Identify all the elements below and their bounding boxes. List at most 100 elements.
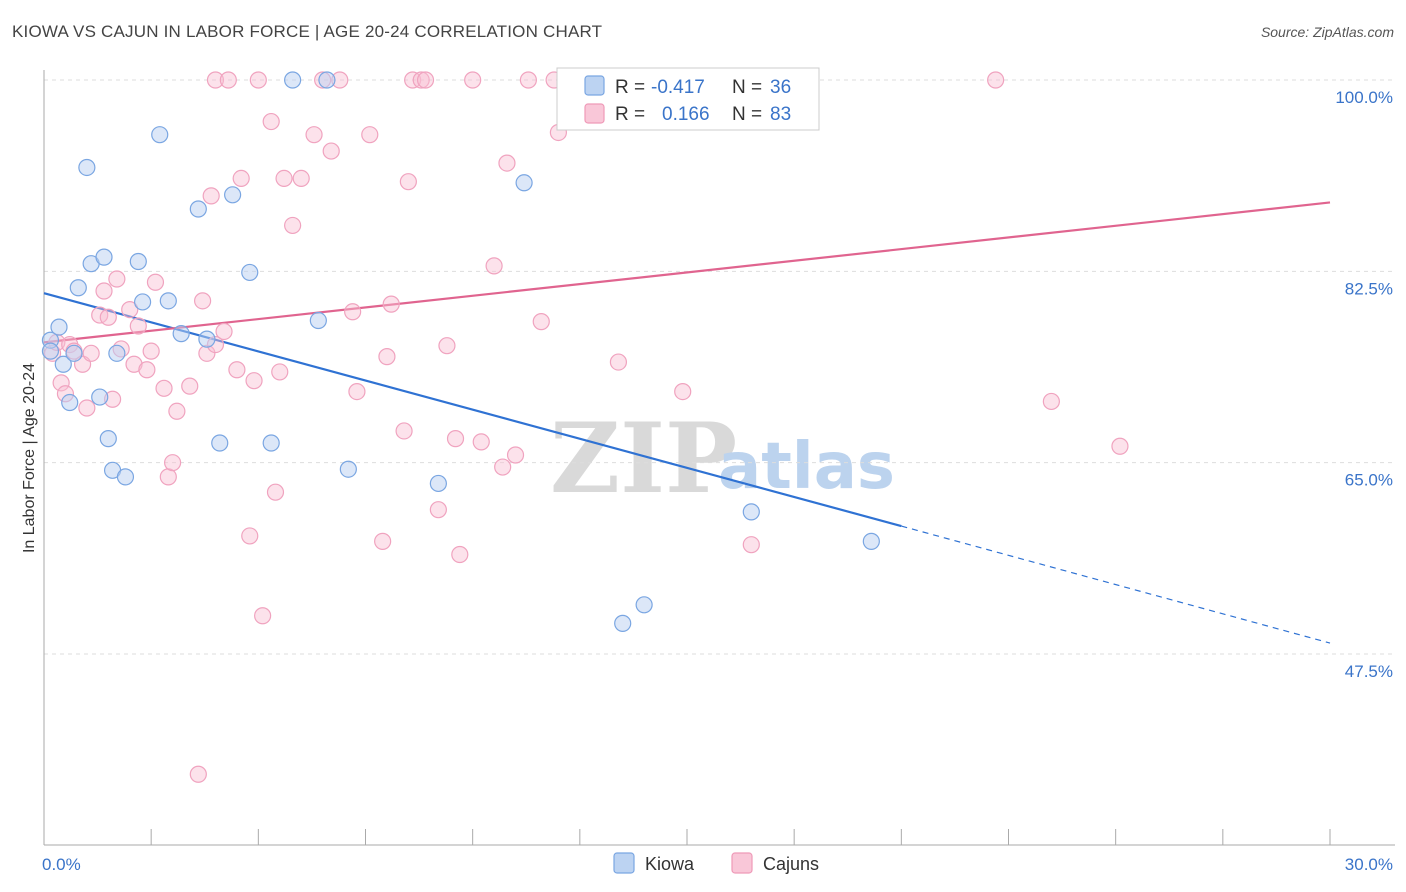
legend-n-value-kiowa: 36 <box>770 77 791 98</box>
series-kiowa <box>41 71 880 632</box>
point-cajuns <box>82 344 100 362</box>
watermark: ZIP atlas <box>550 402 895 515</box>
point-kiowa <box>133 293 152 311</box>
point-cajuns <box>412 71 430 89</box>
point-cajuns <box>429 501 447 519</box>
point-kiowa <box>339 460 357 478</box>
point-cajuns <box>159 468 177 486</box>
trendline-cajuns <box>43 201 1331 344</box>
point-cajuns <box>446 430 465 448</box>
point-kiowa <box>515 174 533 192</box>
point-cajuns <box>275 169 293 187</box>
point-cajuns <box>292 169 310 187</box>
bottom-legend-label-kiowa: Kiowa <box>645 854 695 874</box>
point-cajuns <box>987 71 1005 89</box>
watermark-zip: ZIP <box>550 402 737 515</box>
point-cajuns <box>494 458 512 476</box>
y-tick-label: 82.5% <box>1345 279 1393 298</box>
point-cajuns <box>1042 392 1060 411</box>
point-cajuns <box>202 187 220 205</box>
y-axis-label: In Labor Force | Age 20-24 <box>21 363 38 553</box>
point-kiowa <box>78 158 96 177</box>
point-cajuns <box>472 433 490 451</box>
point-cajuns <box>138 361 156 379</box>
point-kiowa <box>91 388 109 406</box>
point-kiowa <box>189 200 207 218</box>
point-kiowa <box>429 474 447 493</box>
point-kiowa <box>309 311 327 330</box>
point-kiowa <box>99 430 117 448</box>
point-kiowa <box>284 71 302 89</box>
y-tick-label: 65.0% <box>1345 471 1393 490</box>
point-cajuns <box>532 313 550 331</box>
point-cajuns <box>344 303 362 321</box>
point-cajuns <box>262 112 280 131</box>
point-cajuns <box>464 71 482 89</box>
legend-n-label-cajuns: N = <box>732 104 762 125</box>
point-cajuns <box>108 270 126 288</box>
point-kiowa <box>172 325 190 343</box>
point-cajuns <box>241 527 259 545</box>
point-cajuns <box>78 399 96 417</box>
legend-swatch-kiowa <box>584 75 605 96</box>
point-cajuns <box>1111 437 1129 455</box>
point-kiowa <box>65 344 83 362</box>
point-cajuns <box>674 383 692 401</box>
point-cajuns <box>284 216 302 235</box>
point-cajuns <box>382 295 400 313</box>
point-kiowa <box>742 503 760 521</box>
legend-n-value-cajuns: 83 <box>770 104 791 125</box>
point-cajuns <box>519 71 537 89</box>
point-kiowa <box>241 263 259 282</box>
point-kiowa <box>129 252 147 271</box>
point-cajuns <box>609 353 628 371</box>
point-kiowa <box>614 614 632 632</box>
point-cajuns <box>254 607 272 625</box>
gridlines <box>44 79 1395 655</box>
legend-r-label-cajuns: R = <box>615 104 645 125</box>
watermark-atlas: atlas <box>718 430 895 504</box>
point-kiowa <box>69 279 87 297</box>
source-label: Source: ZipAtlas.com <box>1260 24 1394 40</box>
point-cajuns <box>146 273 165 291</box>
point-cajuns <box>416 71 435 89</box>
point-cajuns <box>168 402 186 420</box>
point-cajuns <box>189 765 207 783</box>
point-kiowa <box>862 532 880 550</box>
legend: R = -0.417 N = 36 R = 0.166 N = 83 <box>556 67 820 131</box>
point-cajuns <box>348 383 366 401</box>
point-cajuns <box>155 379 173 397</box>
point-cajuns <box>485 257 503 275</box>
legend-n-label-kiowa: N = <box>732 77 762 98</box>
x-tick-label: 0.0% <box>42 855 81 874</box>
point-cajuns <box>271 363 289 381</box>
point-kiowa <box>54 355 72 373</box>
point-cajuns <box>232 169 250 187</box>
point-cajuns <box>395 422 413 440</box>
point-kiowa <box>151 126 169 144</box>
point-cajuns <box>506 446 525 464</box>
point-cajuns <box>194 292 212 310</box>
point-cajuns <box>378 348 396 366</box>
point-cajuns <box>164 454 182 472</box>
y-tick-label: 47.5% <box>1345 662 1393 681</box>
point-cajuns <box>52 374 70 392</box>
point-cajuns <box>742 536 760 554</box>
trendline-kiowa-extension <box>901 525 1331 644</box>
point-cajuns <box>99 308 117 326</box>
point-cajuns <box>438 337 456 355</box>
legend-swatch-cajuns <box>584 103 605 124</box>
point-kiowa <box>95 248 113 266</box>
point-cajuns <box>129 317 147 335</box>
point-kiowa <box>50 318 68 336</box>
point-kiowa <box>224 186 242 204</box>
point-cajuns <box>215 322 233 341</box>
point-cajuns <box>245 372 263 390</box>
point-kiowa <box>159 292 177 310</box>
point-cajuns <box>125 355 143 373</box>
point-cajuns <box>451 545 469 564</box>
point-cajuns <box>121 301 139 319</box>
point-kiowa <box>211 434 229 452</box>
point-kiowa <box>318 71 336 89</box>
bottom-legend-label-cajuns: Cajuns <box>763 854 819 874</box>
